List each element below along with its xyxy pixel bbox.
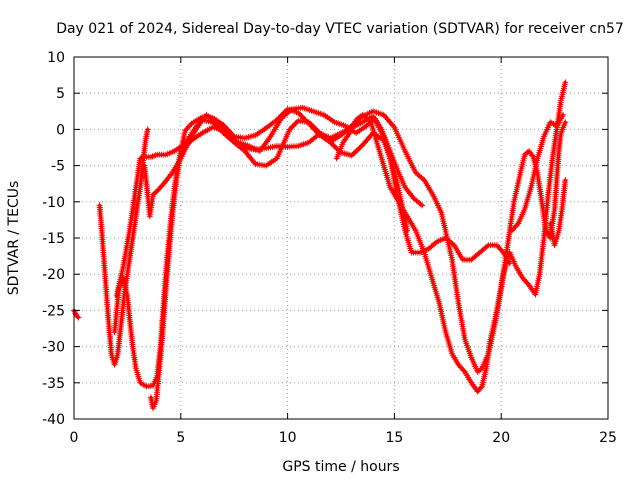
series-markers (333, 79, 569, 395)
y-tick-label: -20 (42, 267, 65, 283)
x-tick-label: 10 (279, 430, 297, 446)
x-tick-label: 20 (492, 430, 510, 446)
series-markers (547, 177, 569, 249)
y-tick-label: 5 (56, 86, 65, 102)
series-markers (508, 111, 567, 234)
y-tick-label: -30 (42, 340, 65, 356)
y-tick-label: 10 (47, 50, 65, 66)
y-tick-label: -15 (42, 231, 65, 247)
y-tick-label: -5 (51, 159, 65, 175)
series-layer (70, 79, 569, 412)
chart-title: Day 021 of 2024, Sidereal Day-to-day VTE… (56, 21, 624, 37)
series-track-e (141, 113, 411, 234)
x-tick-label: 5 (176, 430, 185, 446)
y-tick-label: 0 (56, 122, 65, 138)
y-tick-label: -10 (42, 195, 65, 211)
x-axis-label: GPS time / hours (282, 459, 399, 475)
x-tick-label: 25 (599, 430, 617, 446)
series-markers (141, 113, 411, 234)
x-tick-label: 0 (70, 430, 79, 446)
series-track-h (508, 111, 567, 234)
series-track-g (333, 79, 569, 395)
axis-ticks: 0 5 10 15 20 25 -40 -35 -30 -25 -20 -15 -10 -5 0 5 10 (42, 50, 617, 446)
x-tick-label: 15 (385, 430, 403, 446)
series-track-a (70, 307, 82, 321)
series-line (335, 80, 567, 393)
series-track-i (547, 177, 569, 249)
y-tick-label: -25 (42, 303, 65, 319)
y-tick-label: -35 (42, 376, 65, 392)
series-markers (96, 126, 151, 368)
grid (74, 57, 608, 419)
series-track-b (96, 126, 151, 368)
y-tick-label: -40 (42, 412, 65, 428)
y-axis-label: SDTVAR / TECUs (6, 181, 22, 296)
